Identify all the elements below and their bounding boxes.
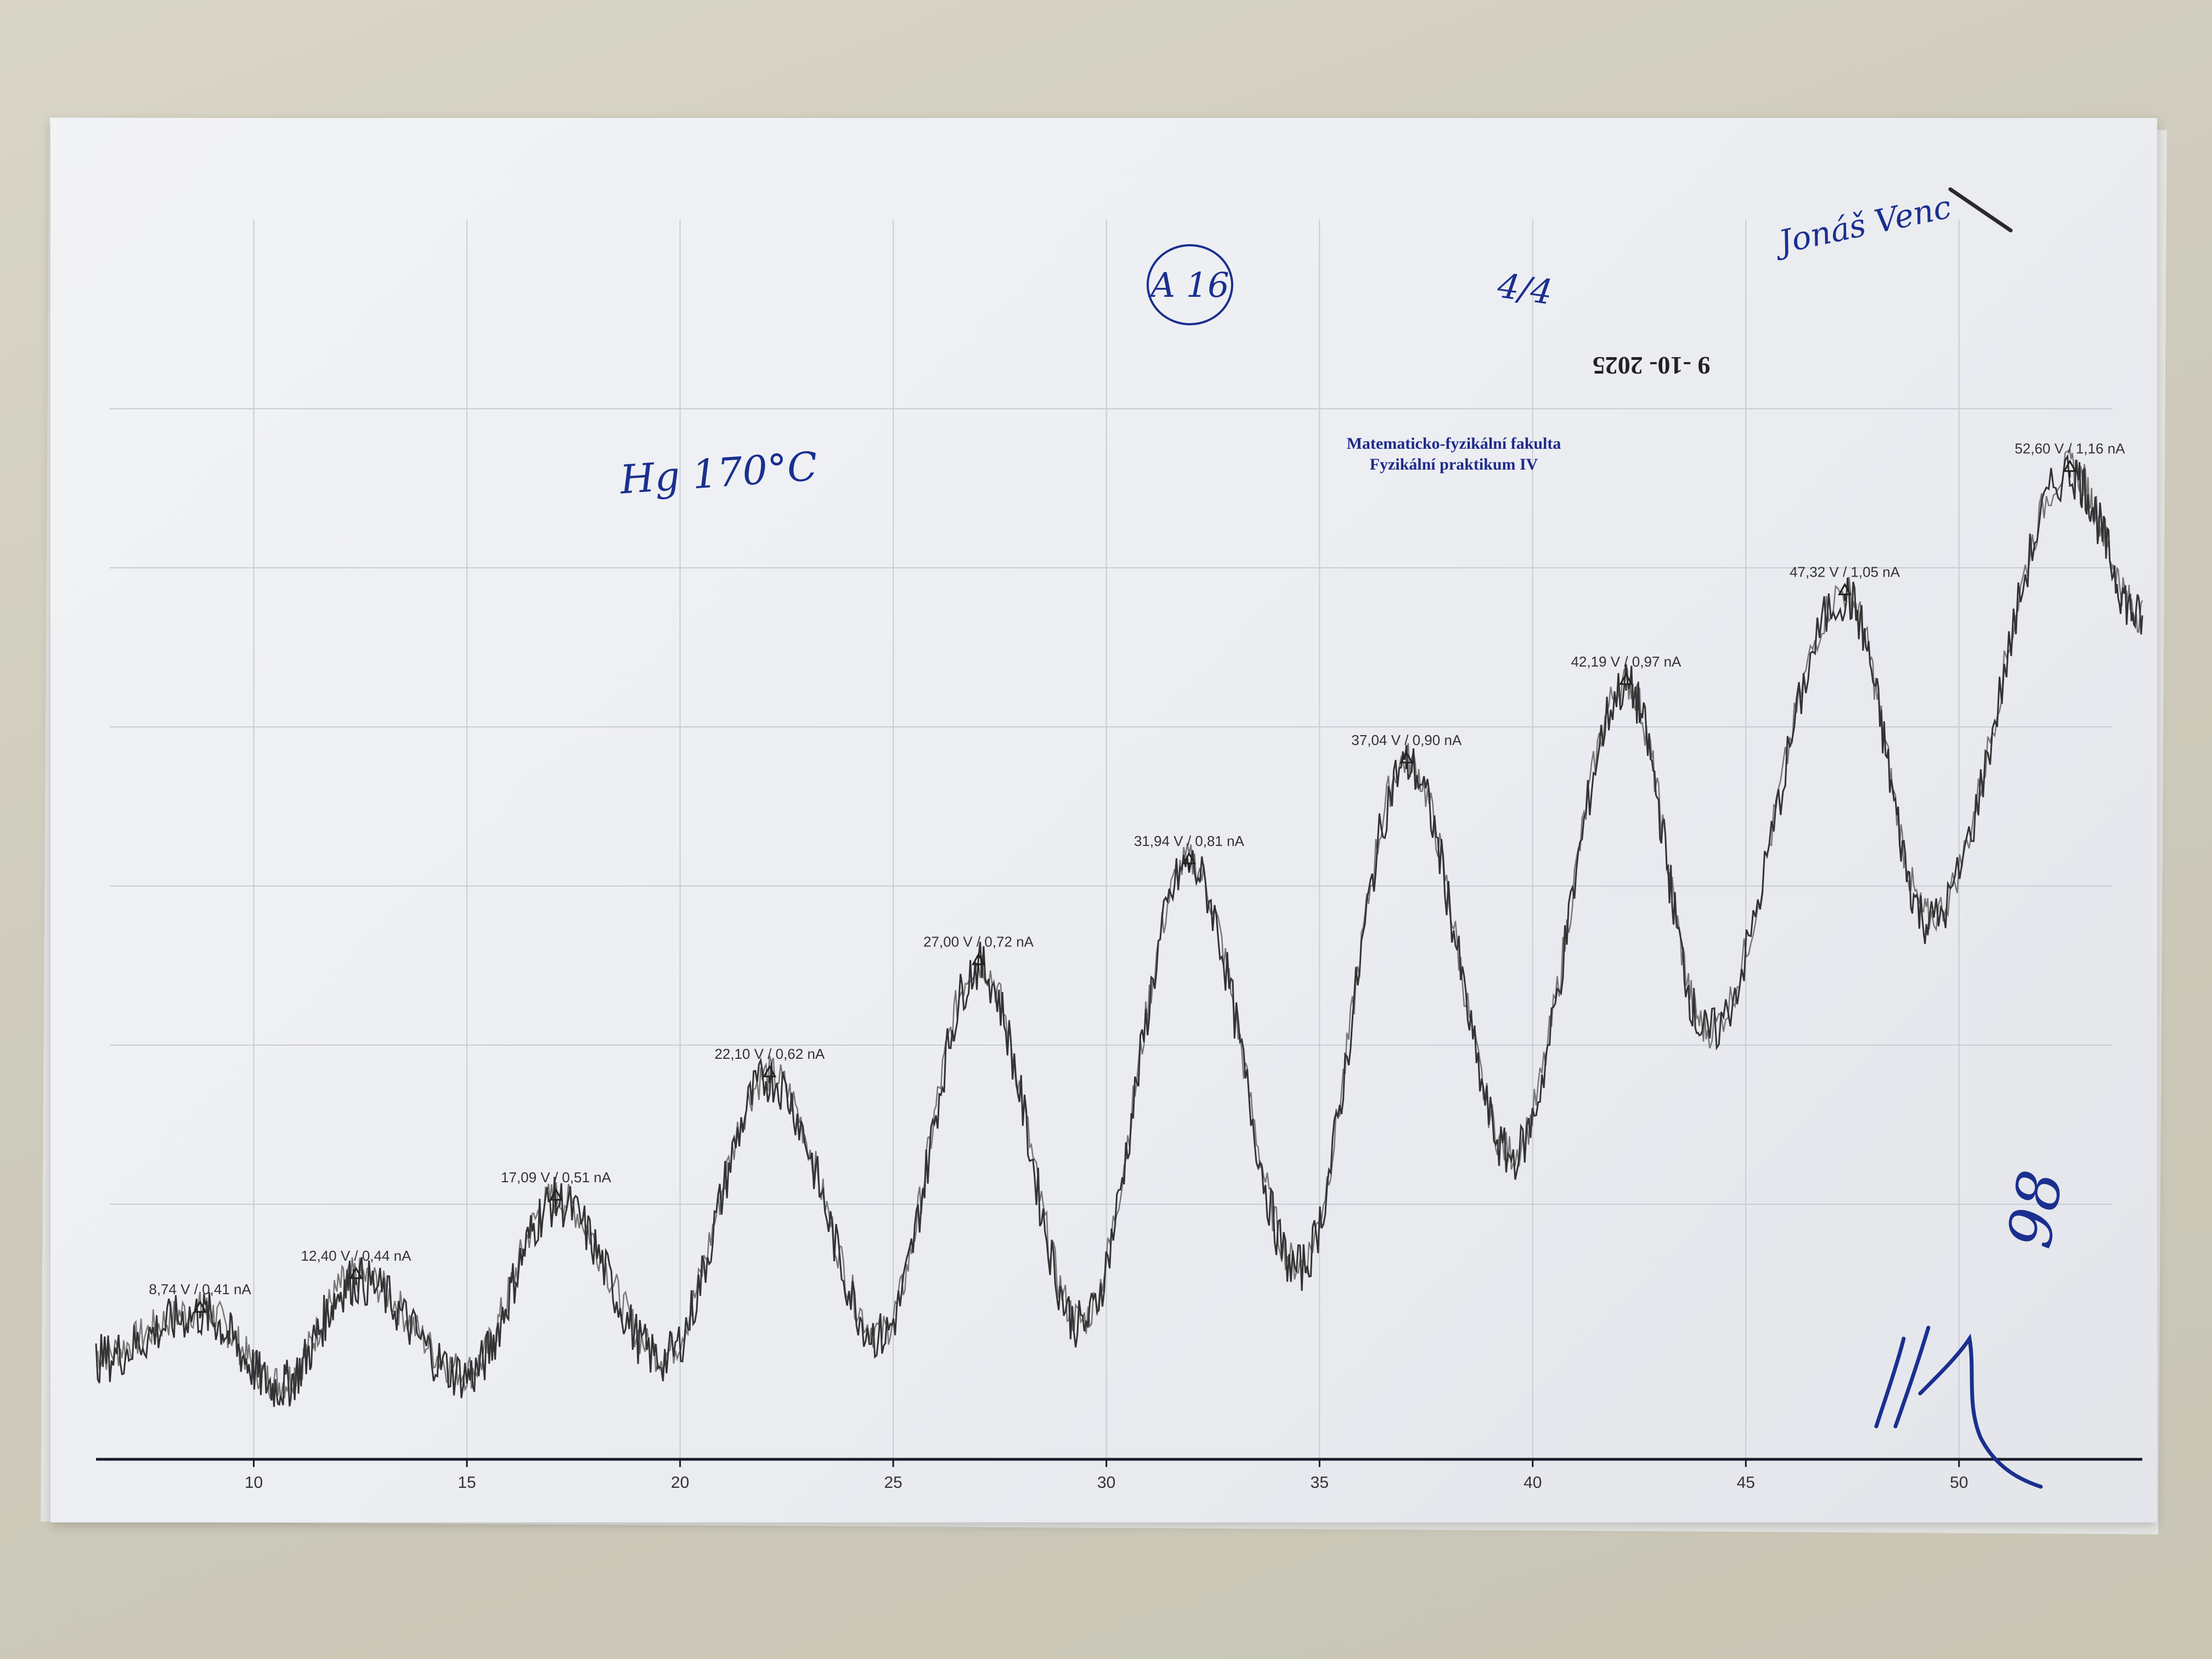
measurement-traces — [95, 448, 2143, 1407]
peak-label-3: 22,10 V / 0,62 nA — [714, 1046, 825, 1062]
x-tick-label-1: 15 — [458, 1474, 476, 1492]
peak-marker-0 — [193, 1300, 207, 1319]
x-tick-label-6: 40 — [1523, 1474, 1542, 1492]
peak-marker-5 — [1182, 851, 1196, 870]
x-tick-label-8: 50 — [1950, 1474, 1968, 1492]
faculty-stamp: Matematicko-fyzikální fakulta Fyzikální … — [1262, 433, 1646, 475]
peak-markers: 8,74 V / 0,41 nA 12,40 V / 0,44 nA 17,09 V… — [149, 441, 2125, 1319]
grid-lines — [110, 219, 2112, 1459]
peak-marker-3 — [763, 1065, 777, 1084]
x-tick-label-7: 45 — [1737, 1474, 1755, 1492]
x-tick-label-0: 10 — [245, 1474, 263, 1492]
x-axis: 10 15 20 25 30 35 40 45 50 — [96, 1458, 2142, 1492]
peak-label-0: 8,74 V / 0,41 nA — [149, 1281, 251, 1297]
peak-label-9: 52,60 V / 1,16 nA — [2015, 441, 2125, 457]
x-tick-label-3: 25 — [884, 1474, 902, 1492]
x-tick-label-2: 20 — [671, 1474, 689, 1492]
peak-marker-1 — [349, 1266, 363, 1285]
peak-label-4: 27,00 V / 0,72 nA — [923, 934, 1034, 950]
x-tick-label-5: 35 — [1311, 1474, 1329, 1492]
x-tick-label-4: 30 — [1097, 1474, 1115, 1492]
peak-marker-4 — [972, 952, 986, 971]
peak-label-2: 17,09 V / 0,51 nA — [501, 1169, 612, 1186]
peak-label-5: 31,94 V / 0,81 nA — [1134, 833, 1245, 849]
name-underline-stroke — [1948, 187, 2013, 233]
stamp-line-faculty: Matematicko-fyzikální fakulta — [1346, 435, 1561, 453]
handwritten-task-circle: A 16 — [1147, 244, 1233, 325]
peak-marker-7 — [1619, 672, 1633, 691]
signature-stroke — [1874, 1325, 2043, 1489]
peak-label-8: 47,32 V / 1,05 nA — [1790, 563, 1900, 580]
trace-line-primary — [95, 454, 2143, 1407]
peak-marker-9 — [2063, 459, 2077, 478]
peak-label-7: 42,19 V / 0,97 nA — [1571, 653, 1681, 670]
peak-label-1: 12,40 V / 0,44 nA — [301, 1248, 412, 1264]
handwritten-task-label: A 16 — [1150, 264, 1229, 305]
peak-marker-8 — [1838, 583, 1852, 601]
peak-marker-6 — [1400, 751, 1414, 769]
peak-marker-2 — [549, 1188, 563, 1206]
stamp-line-practicum: Fyzikální praktikum IV — [1369, 455, 1538, 473]
peak-label-6: 37,04 V / 0,90 nA — [1351, 732, 1462, 748]
